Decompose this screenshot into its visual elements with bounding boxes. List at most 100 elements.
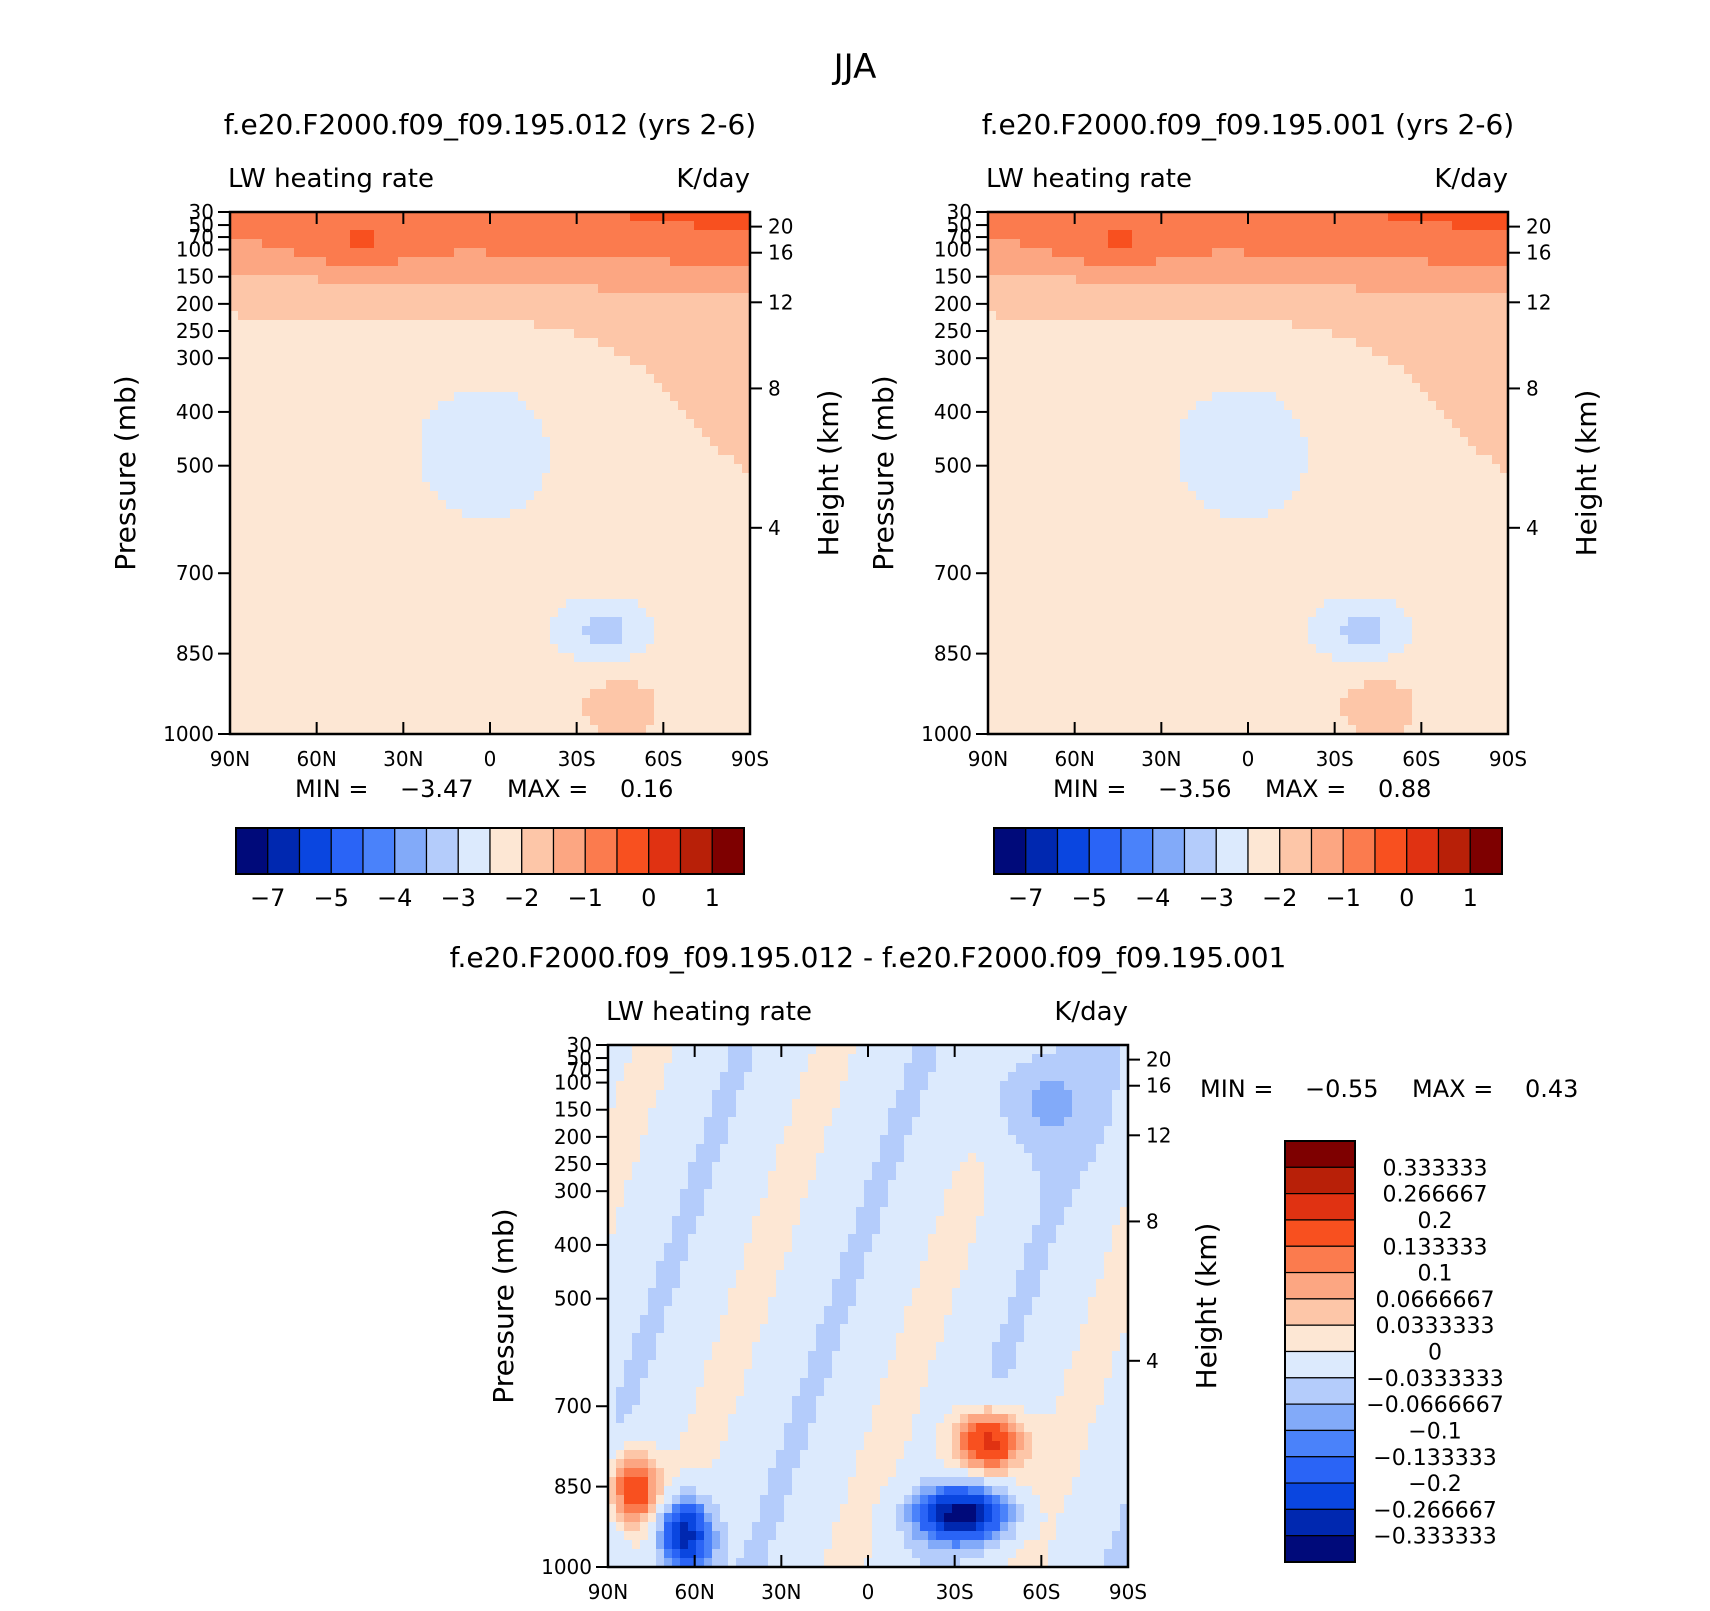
contour-cell <box>670 635 679 645</box>
contour-cell <box>702 545 711 555</box>
contour-cell <box>566 554 575 564</box>
contour-cell <box>390 410 399 420</box>
contour-cell <box>230 491 239 501</box>
contour-cell <box>1012 428 1021 438</box>
contour-cell <box>1084 383 1093 393</box>
contour-cell <box>694 653 703 663</box>
contour-cell <box>662 446 671 456</box>
contour-cell <box>422 338 431 348</box>
contour-cell <box>374 347 383 357</box>
contour-cell <box>1012 221 1021 231</box>
contour-cell <box>622 257 631 267</box>
contour-cell <box>1076 257 1085 267</box>
contour-cell <box>454 671 463 681</box>
contour-cell <box>742 239 751 249</box>
contour-cell <box>702 617 711 627</box>
contour-cell <box>1028 311 1037 321</box>
contour-cell <box>438 662 447 672</box>
contour-cell <box>1020 275 1029 285</box>
contour-cell <box>590 581 599 591</box>
contour-cell <box>462 536 471 546</box>
contour-cell <box>710 707 719 717</box>
contour-cell <box>510 689 519 699</box>
contour-cell <box>1116 689 1125 699</box>
contour-cell <box>414 590 423 600</box>
contour-cell <box>630 374 639 384</box>
contour-cell <box>614 473 623 483</box>
contour-cell <box>1076 581 1085 591</box>
contour-cell <box>454 329 463 339</box>
contour-cell <box>1108 545 1117 555</box>
contour-cell <box>454 518 463 528</box>
contour-cell <box>1036 284 1045 294</box>
contour-cell <box>742 221 751 231</box>
contour-cell <box>996 365 1005 375</box>
contour-cell <box>694 473 703 483</box>
contour-cell <box>1132 248 1141 258</box>
contour-cell <box>310 320 319 330</box>
contour-cell <box>1028 563 1037 573</box>
contour-cell <box>988 410 997 420</box>
contour-cell <box>1076 302 1085 312</box>
contour-cell <box>286 446 295 456</box>
contour-cell <box>678 662 687 672</box>
contour-cell <box>622 320 631 330</box>
contour-cell <box>1076 698 1085 708</box>
contour-cell <box>630 518 639 528</box>
contour-cell <box>1068 221 1077 231</box>
contour-cell <box>1116 518 1125 528</box>
contour-cell <box>1012 590 1021 600</box>
contour-cell <box>1044 662 1053 672</box>
contour-cell <box>374 698 383 708</box>
contour-cell <box>334 707 343 717</box>
contour-cell <box>654 365 663 375</box>
contour-cell <box>398 212 407 222</box>
contour-cell <box>294 257 303 267</box>
contour-cell <box>1076 212 1085 222</box>
contour-cell <box>686 581 695 591</box>
contour-cell <box>318 365 327 375</box>
contour-cell <box>1028 428 1037 438</box>
contour-cell <box>462 572 471 582</box>
contour-cell <box>718 302 727 312</box>
contour-cell <box>430 275 439 285</box>
contour-cell <box>398 509 407 519</box>
contour-cell <box>286 527 295 537</box>
contour-cell <box>1076 653 1085 663</box>
contour-cell <box>526 311 535 321</box>
contour-cell <box>606 581 615 591</box>
contour-cell <box>566 239 575 249</box>
contour-cell <box>422 455 431 465</box>
contour-cell <box>542 401 551 411</box>
contour-cell <box>1140 302 1149 312</box>
contour-cell <box>366 437 375 447</box>
contour-cell <box>614 347 623 357</box>
contour-cell <box>1076 725 1085 735</box>
contour-cell <box>1020 518 1029 528</box>
contour-cell <box>262 599 271 609</box>
contour-cell <box>454 464 463 474</box>
contour-cell <box>230 536 239 546</box>
contour-cell <box>326 329 335 339</box>
contour-cell <box>1060 221 1069 231</box>
contour-cell <box>1132 671 1141 681</box>
contour-cell <box>438 680 447 690</box>
contour-cell <box>406 392 415 402</box>
contour-cell <box>270 275 279 285</box>
contour-cell <box>534 329 543 339</box>
contour-cell <box>630 275 639 285</box>
contour-cell <box>606 338 615 348</box>
contour-cell <box>374 626 383 636</box>
contour-cell <box>1092 356 1101 366</box>
contour-cell <box>598 221 607 231</box>
contour-cell <box>398 527 407 537</box>
contour-cell <box>1004 671 1013 681</box>
contour-cell <box>294 221 303 231</box>
contour-cell <box>646 239 655 249</box>
contour-cell <box>1084 338 1093 348</box>
contour-cell <box>478 464 487 474</box>
contour-cell <box>988 590 997 600</box>
contour-cell <box>358 383 367 393</box>
contour-cell <box>286 410 295 420</box>
contour-cell <box>254 509 263 519</box>
